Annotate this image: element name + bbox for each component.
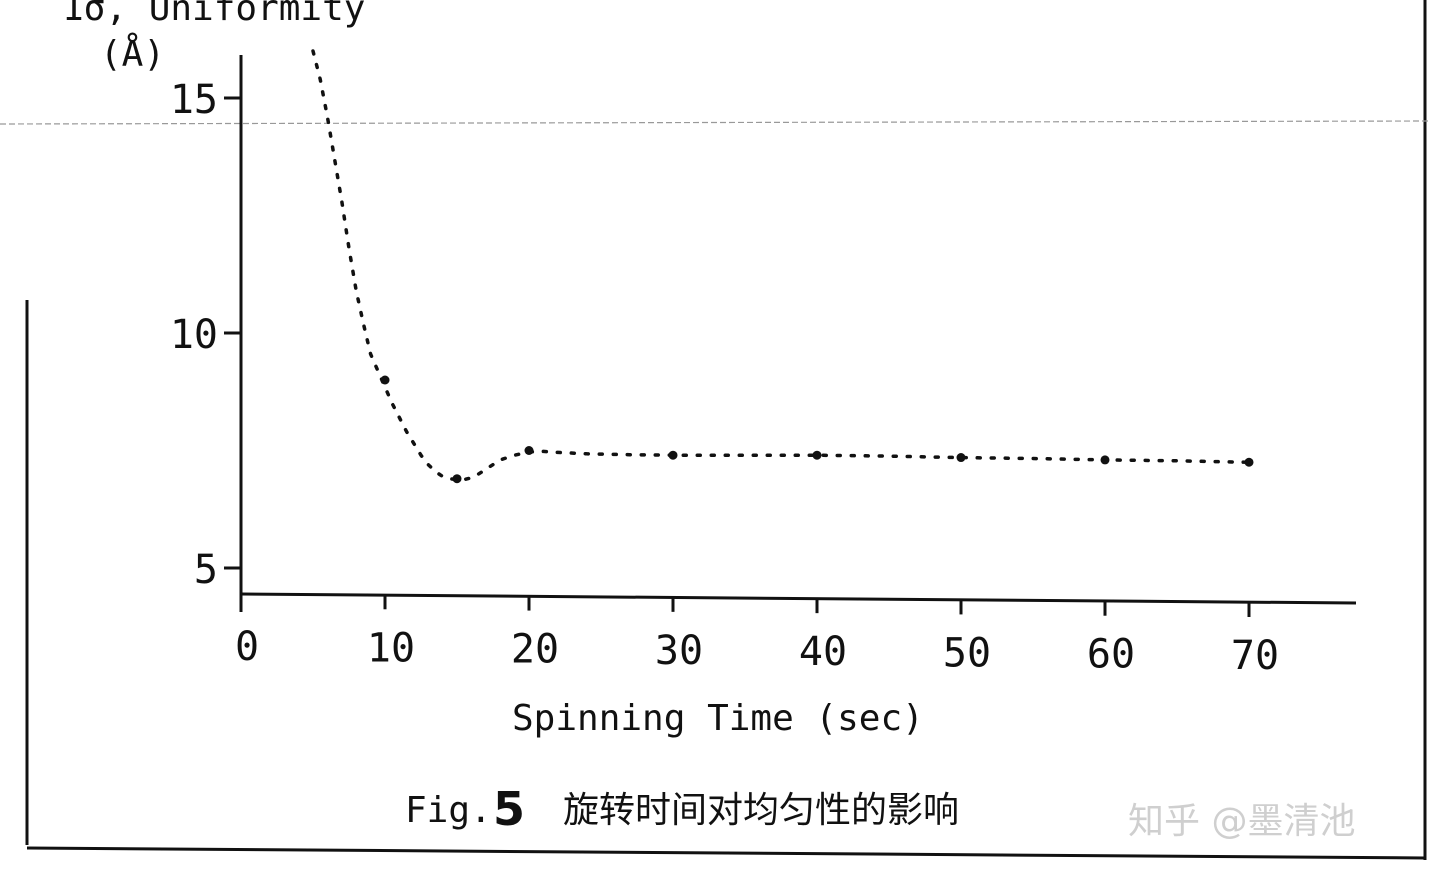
x-tick-label-2: 20	[511, 627, 559, 673]
data-point-3	[668, 450, 678, 460]
data-point-1	[452, 474, 462, 484]
x-tick-label-5: 50	[943, 630, 991, 676]
y-tick-label-0: 5	[194, 547, 218, 593]
data-point-6	[1100, 455, 1110, 465]
x-ticks: 0 10 20 30 40 50 60 70	[235, 594, 1279, 679]
y-tick-label-1: 10	[170, 312, 218, 358]
y-ticks: 5 10 15	[170, 77, 241, 593]
data-point-7	[1244, 457, 1254, 467]
watermark: 知乎 @墨清池	[1128, 801, 1355, 842]
x-tick-label-6: 60	[1087, 632, 1135, 678]
y-axis-label-line2: (Å)	[100, 32, 165, 75]
x-tick-label-3: 30	[655, 628, 703, 674]
series-line	[311, 49, 1251, 482]
x-tick-label-1: 10	[367, 625, 415, 671]
y-axis-label-line1: 1σ, Uniformity	[62, 0, 365, 29]
caption-text: 旋转时间对均匀性的影响	[563, 790, 959, 831]
scan-artifact-line	[0, 120, 1429, 125]
data-point-2	[524, 446, 534, 455]
x-axis-label: Spinning Time (sec)	[512, 698, 924, 739]
caption-number: 5	[493, 782, 525, 836]
data-markers	[380, 375, 1254, 484]
x-axis-line	[240, 592, 1357, 605]
page-border-bottom	[26, 846, 1426, 860]
x-tick-label-4: 40	[799, 629, 847, 675]
x-tick-label-7: 70	[1231, 633, 1279, 679]
data-point-0	[380, 375, 390, 385]
data-point-4	[812, 450, 822, 460]
y-tick-label-2: 15	[170, 77, 218, 123]
data-point-5	[956, 453, 966, 463]
x-tick-label-0: 0	[235, 624, 259, 670]
caption-prefix: Fig.	[405, 790, 492, 831]
